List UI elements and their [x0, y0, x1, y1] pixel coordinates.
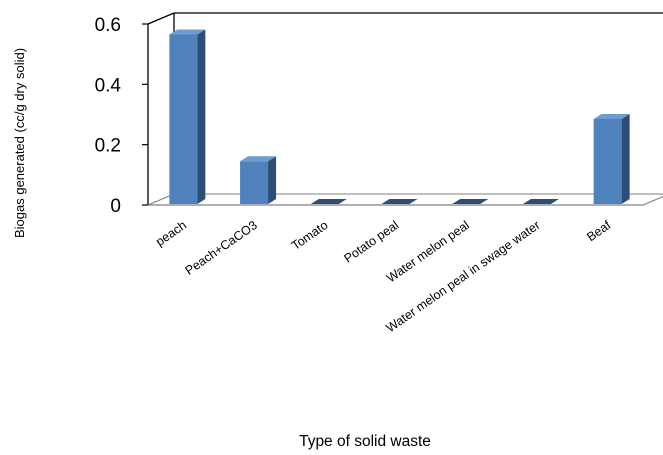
bar-top	[593, 114, 630, 120]
x-tick-label: Tomato	[289, 218, 331, 253]
bar-zero	[522, 199, 559, 204]
x-tick-label: Potato peal	[341, 218, 401, 266]
floor-right-edge	[642, 195, 663, 206]
bars-group	[169, 29, 630, 204]
bar-zero	[310, 199, 347, 204]
bar-top	[240, 156, 277, 162]
bar-front	[593, 119, 622, 204]
bar-side	[197, 29, 206, 204]
x-tick-label: Peach+CaCO3	[183, 218, 260, 278]
bar-front	[169, 34, 198, 204]
x-tick-label: Beaf	[584, 218, 614, 245]
bar	[452, 199, 489, 204]
side-wall-top-edge	[147, 12, 175, 25]
x-axis-title: Type of solid waste	[299, 433, 431, 450]
bar	[310, 199, 347, 204]
chart-walls	[147, 12, 663, 206]
bar-side	[268, 156, 277, 204]
y-tick-label: 0.6	[95, 15, 121, 36]
bar	[381, 199, 418, 204]
bar-side	[621, 114, 630, 204]
bar-zero	[452, 199, 489, 204]
y-tick-label: 0	[110, 196, 121, 217]
y-axis-title: Biogas generated (cc/g dry solid)	[12, 48, 27, 238]
bar	[169, 29, 206, 204]
y-tick-label: 0.2	[95, 136, 121, 157]
bar-front	[240, 161, 269, 204]
bar	[240, 156, 277, 204]
bar-top	[169, 29, 206, 35]
x-tick-label: peach	[153, 218, 189, 249]
y-tick-label: 0.4	[95, 75, 122, 96]
bar	[522, 199, 559, 204]
bar-zero	[381, 199, 418, 204]
bar	[593, 114, 630, 204]
y-axis-ticks: 0 0.2 0.4 0.6	[95, 15, 148, 217]
